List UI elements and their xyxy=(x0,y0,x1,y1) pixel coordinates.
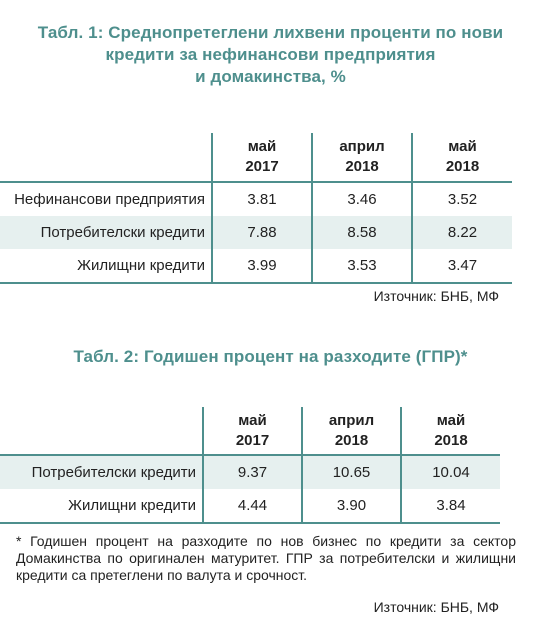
table-cell: 10.04 xyxy=(400,455,500,489)
column-header-year: 2017 xyxy=(235,431,270,449)
row-label: Нефинансови предприятия xyxy=(14,191,205,208)
column-header-month: април xyxy=(328,411,375,429)
column-header-month: май xyxy=(238,411,267,429)
column-header-year: 2017 xyxy=(245,158,279,175)
table-cell: 10.65 xyxy=(301,455,401,489)
column-header-month: май xyxy=(436,411,466,429)
table1-source: Източник: БНБ, МФ xyxy=(373,288,499,304)
row-label: Потребителски кредити xyxy=(0,455,203,489)
table1-title-line2: кредити за нефинансови предприятия xyxy=(105,45,436,64)
column-header-year: 2018 xyxy=(445,158,480,175)
table2-footnote: * Годишен процент на разходите по нов би… xyxy=(16,533,516,583)
table-cell: 3.52 xyxy=(411,182,512,216)
table-cell: 3.53 xyxy=(311,249,412,284)
table-cell: 4.44 xyxy=(202,489,302,524)
table1-title-line1: Табл. 1: Среднопретеглени лихвени процен… xyxy=(37,23,504,42)
table2-source: Източник: БНБ, МФ xyxy=(373,599,499,615)
table-cell: 3.81 xyxy=(211,182,312,216)
column-header-year: 2018 xyxy=(434,431,468,449)
table-cell: 3.84 xyxy=(400,489,500,524)
apr-table: май 2017 април 2018 май 2018 Потребителс… xyxy=(0,407,500,524)
table-row: Потребителски кредити 9.37 10.65 10.04 xyxy=(0,455,500,489)
table2-title: Табл. 2: Годишен процент на разходите (Г… xyxy=(73,347,468,366)
column-header: април 2018 xyxy=(311,133,412,183)
column-header-month: април xyxy=(339,138,385,155)
column-header-year: 2018 xyxy=(334,431,369,449)
table-cell: 8.22 xyxy=(411,216,512,249)
table-cell: 3.47 xyxy=(411,249,512,284)
table1-title: Табл. 1: Среднопретеглени лихвени процен… xyxy=(0,22,541,88)
row-label: Жилищни кредити xyxy=(0,249,212,284)
column-header: май 2017 xyxy=(202,407,302,456)
column-header: май 2018 xyxy=(400,407,500,456)
column-header: май 2018 xyxy=(411,133,512,183)
table-corner-cell xyxy=(0,133,212,183)
row-label: Жилищни кредити xyxy=(0,489,203,524)
table-cell: 3.90 xyxy=(301,489,401,524)
interest-rates-table: май 2017 април 2018 май 2018 Нефинансови… xyxy=(0,133,512,284)
table-row: Нефинансови предприятия 3.81 3.46 3.52 xyxy=(0,182,512,216)
table-cell: 3.46 xyxy=(311,182,412,216)
column-header: май 2017 xyxy=(211,133,312,183)
table-row: Потребителски кредити 7.88 8.58 8.22 xyxy=(0,216,512,249)
table-header-row: май 2017 април 2018 май 2018 xyxy=(0,133,512,183)
table-cell: 8.58 xyxy=(311,216,412,249)
column-header-month: май xyxy=(448,138,477,155)
row-label: Потребителски кредити xyxy=(0,216,212,249)
table-row: Жилищни кредити 3.99 3.53 3.47 xyxy=(0,249,512,284)
table1-title-line3: и домакинства, % xyxy=(195,67,346,86)
table-header-row: май 2017 април 2018 май 2018 xyxy=(0,407,500,456)
table-cell: 7.88 xyxy=(211,216,312,249)
column-header-year: 2018 xyxy=(345,158,379,175)
column-header-month: май xyxy=(247,138,277,155)
table-cell: 9.37 xyxy=(202,455,302,489)
table-row: Жилищни кредити 4.44 3.90 3.84 xyxy=(0,489,500,524)
table-cell: 3.99 xyxy=(211,249,312,284)
column-header: април 2018 xyxy=(301,407,401,456)
table-corner-cell xyxy=(0,407,203,456)
